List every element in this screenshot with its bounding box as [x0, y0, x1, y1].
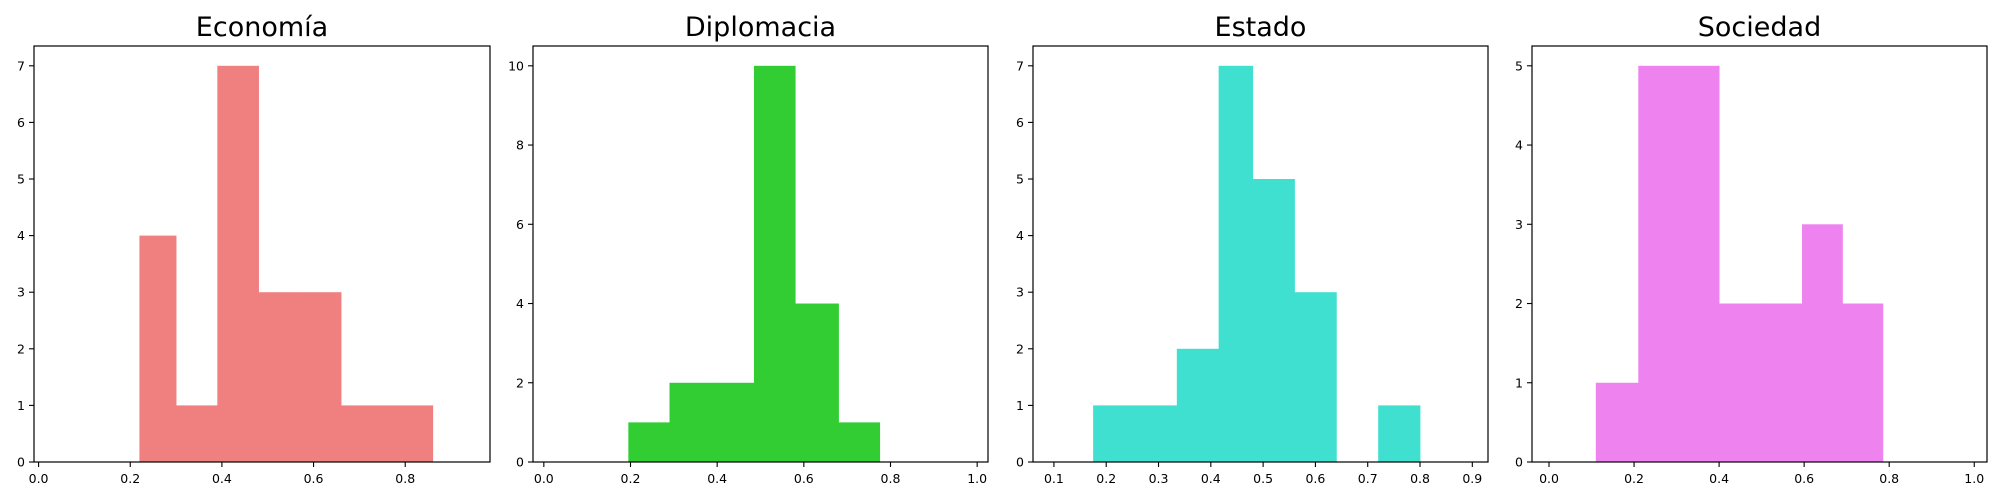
histogram-bar: [795, 303, 839, 462]
x-tick-label: 0.8: [395, 471, 415, 486]
chart-title: Estado: [1215, 12, 1307, 43]
histogram-bar: [299, 292, 342, 462]
x-tick-label: 0.4: [1709, 471, 1729, 486]
histogram-bar: [341, 405, 388, 462]
histogram-bar: [176, 405, 218, 462]
y-tick-label: 7: [17, 58, 25, 73]
histogram-bar: [217, 65, 259, 463]
x-tick-label: 1.0: [1964, 471, 1984, 486]
histogram-panel-4: Sociedad 0.0 0.2 0.4 0.6 0.8 1.0 0 1 2 3 4 5: [1515, 12, 1988, 486]
x-tick-label: 0.8: [1410, 471, 1430, 486]
histogram-bar: [1678, 65, 1720, 463]
y-tick-label: 0: [17, 455, 25, 470]
x-tick-label: 0.6: [1794, 471, 1814, 486]
y-tick-label: 5: [1016, 172, 1024, 187]
histogram-bar: [1719, 303, 1763, 462]
y-tick-label: 2: [1515, 296, 1523, 311]
x-tick-label: 0.0: [29, 471, 49, 486]
y-tick-label: 6: [516, 217, 524, 232]
histogram-panel-2: Diplomacia 0.0 0.2 0.4 0.6 0.8 1.0 0 2 4 6 8 10: [508, 12, 989, 486]
y-tick-label: 4: [17, 228, 25, 243]
histogram-bar: [1378, 405, 1421, 462]
y-tick-label: 1: [17, 398, 25, 413]
histogram-bar: [1761, 303, 1803, 462]
chart-title: Diplomacia: [685, 12, 836, 43]
histogram-bar: [669, 382, 714, 462]
x-tick-label: 0.0: [1539, 471, 1559, 486]
y-tick-label: 6: [1016, 115, 1024, 130]
histogram-bar: [258, 292, 301, 462]
y-tick-label: 5: [17, 172, 25, 187]
x-tick-label: 0.3: [1149, 471, 1169, 486]
x-tick-label: 0.8: [881, 471, 901, 486]
x-tick-label: 0.2: [1096, 471, 1116, 486]
x-tick-label: 0.0: [534, 471, 554, 486]
x-tick-label: 0.2: [120, 471, 140, 486]
y-tick-label: 8: [516, 138, 524, 153]
histogram-panel-3: Estado 0.1 0.2 0.3 0.4 0.5 0.6 0.7 0.8 0.9 0 1 2 3 4 5 6…: [1016, 12, 1489, 486]
histogram-panel-1: Economía 0.0 0.2 0.4 0.6 0.8 0 1 2 3 4 5 6 7: [17, 12, 491, 486]
y-tick-label: 1: [1515, 375, 1523, 390]
y-tick-label: 0: [516, 455, 524, 470]
y-tick-label: 7: [1016, 58, 1024, 73]
y-tick-label: 2: [516, 375, 524, 390]
histogram-bar: [1093, 405, 1136, 462]
chart-title: Economía: [196, 12, 328, 43]
y-tick-label: 5: [1515, 58, 1523, 73]
chart-title: Sociedad: [1698, 12, 1821, 43]
y-tick-label: 0: [1515, 455, 1523, 470]
x-tick-label: 0.4: [1201, 471, 1221, 486]
x-tick-label: 0.7: [1358, 471, 1378, 486]
histogram-bar: [628, 422, 670, 462]
x-tick-label: 0.4: [707, 471, 727, 486]
y-tick-label: 3: [1016, 285, 1024, 300]
x-tick-label: 0.1: [1044, 471, 1064, 486]
y-tick-label: 4: [1016, 228, 1024, 243]
histogram-bar: [838, 422, 881, 462]
y-tick-label: 0: [1016, 455, 1024, 470]
histogram-bar: [754, 65, 796, 463]
y-tick-label: 2: [1016, 341, 1024, 356]
histogram-bar: [1294, 292, 1337, 462]
x-tick-label: 0.8: [1879, 471, 1899, 486]
y-tick-label: 4: [1515, 138, 1523, 153]
x-tick-label: 0.6: [304, 471, 324, 486]
histogram-bar: [712, 382, 755, 462]
histogram-bar: [1842, 303, 1884, 462]
plot-frame: [1032, 45, 1489, 463]
histogram-bar: [1218, 65, 1254, 463]
x-tick-label: 0.4: [212, 471, 232, 486]
histogram-bar: [1252, 179, 1295, 462]
y-tick-label: 4: [516, 296, 524, 311]
plot-frame: [1531, 45, 1988, 463]
y-tick-label: 10: [508, 58, 524, 73]
x-tick-label: 0.5: [1253, 471, 1273, 486]
y-tick-label: 3: [1515, 217, 1523, 232]
plot-frame: [532, 45, 989, 463]
x-tick-label: 0.6: [1305, 471, 1325, 486]
histogram-bar: [1802, 224, 1843, 462]
y-tick-label: 6: [17, 115, 25, 130]
histogram-bar: [139, 235, 177, 462]
x-tick-label: 0.9: [1462, 471, 1482, 486]
x-tick-label: 0.2: [621, 471, 641, 486]
histogram-bar: [1176, 348, 1220, 462]
x-tick-label: 1.0: [967, 471, 987, 486]
histogram-bar: [1595, 382, 1639, 462]
y-tick-label: 3: [17, 285, 25, 300]
x-tick-label: 0.6: [794, 471, 814, 486]
histogram-bar: [1134, 405, 1178, 462]
x-tick-label: 0.2: [1624, 471, 1644, 486]
plot-frame: [33, 45, 491, 463]
y-tick-label: 1: [1016, 398, 1024, 413]
histogram-bar: [386, 405, 434, 462]
histogram-bar: [1638, 65, 1680, 463]
y-tick-label: 2: [17, 341, 25, 356]
